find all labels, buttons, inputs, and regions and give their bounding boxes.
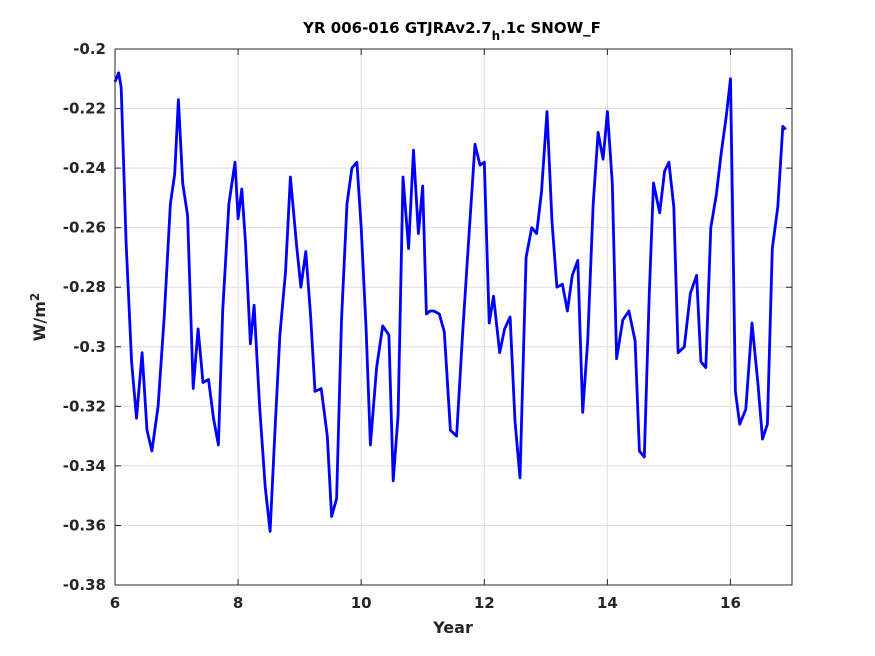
y-axis-label: W/m2 xyxy=(28,293,49,342)
x-tick-label: 14 xyxy=(597,594,618,612)
x-tick-label: 16 xyxy=(720,594,741,612)
y-tick-label: -0.28 xyxy=(63,278,106,296)
x-axis-label: Year xyxy=(432,618,473,637)
y-tick-label: -0.3 xyxy=(73,338,106,356)
x-tick-label: 10 xyxy=(351,594,372,612)
axis-ticks: 6 8 10 12 14 16 -0.38 -0.36 -0.34 -0.32 -0.3 -0.28 -… xyxy=(63,40,792,612)
x-tick-label: 8 xyxy=(233,594,243,612)
chart-title: YR 006-016 GTJRAv2.7h.1c SNOW_F xyxy=(302,19,601,43)
plot-area xyxy=(115,49,792,585)
x-tick-label: 6 xyxy=(110,594,120,612)
series-line xyxy=(113,71,787,533)
y-tick-label: -0.34 xyxy=(63,457,106,475)
plot-border xyxy=(114,48,793,586)
y-tick-label: -0.22 xyxy=(63,100,106,118)
y-tick-label: -0.26 xyxy=(63,219,106,237)
y-tick-label: -0.32 xyxy=(63,397,106,415)
y-tick-label: -0.36 xyxy=(63,516,106,534)
y-tick-label: -0.38 xyxy=(63,576,106,594)
x-tick-label: 12 xyxy=(474,594,495,612)
y-tick-label: -0.24 xyxy=(63,159,106,177)
y-tick-label: -0.2 xyxy=(73,40,106,58)
